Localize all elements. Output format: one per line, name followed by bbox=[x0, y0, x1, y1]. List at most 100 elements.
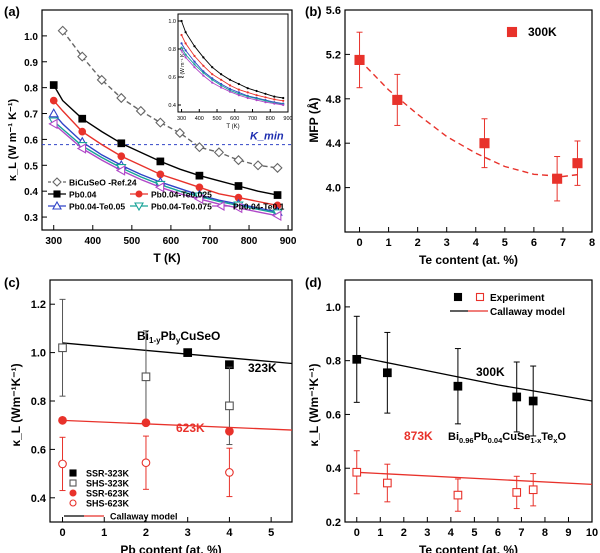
inset-point bbox=[180, 33, 183, 37]
data-point bbox=[195, 171, 204, 180]
legend-marker bbox=[134, 202, 144, 212]
x-tick-label: 1 bbox=[101, 527, 107, 539]
data-point bbox=[141, 372, 151, 382]
legend-marker bbox=[135, 190, 143, 198]
data-point bbox=[135, 105, 146, 117]
data-point bbox=[572, 158, 583, 169]
legend-label: SSR-623K bbox=[86, 489, 130, 499]
legend: Experiment Callaway model bbox=[450, 292, 565, 318]
x-tick-label: 6 bbox=[531, 237, 537, 249]
data-point bbox=[233, 202, 243, 214]
data-point bbox=[154, 182, 165, 193]
x-tick-label: 2 bbox=[415, 237, 421, 249]
panel-label: (c) bbox=[4, 275, 20, 290]
inset-point bbox=[255, 99, 258, 102]
x-tick-label: 10 bbox=[586, 527, 598, 539]
x-axis-label: T (K) bbox=[153, 251, 180, 265]
inset-point bbox=[184, 49, 187, 52]
legend-label: Pb0.04-Te0.1 bbox=[233, 202, 285, 212]
legend-label: 300K bbox=[528, 25, 557, 39]
data-point bbox=[233, 155, 244, 166]
x-tick-label: 700 bbox=[202, 236, 219, 247]
inset-point bbox=[180, 46, 183, 49]
x-tick-label: 8 bbox=[589, 237, 595, 249]
data-point bbox=[528, 396, 538, 406]
x-tick-label: 300 bbox=[45, 236, 62, 247]
data-point bbox=[213, 147, 225, 158]
data-point bbox=[117, 139, 126, 148]
legend-label: Pb0.04-Te0.05 bbox=[69, 202, 125, 212]
y-axis-label: κ_L (Wm⁻¹K⁻¹) bbox=[307, 363, 321, 446]
data-point bbox=[392, 94, 403, 105]
data-point bbox=[117, 152, 126, 161]
panel-c: 0 1 2 3 4 5 0.4 0.6 0.8 1.0 1.2 Pb content (at. %) (… bbox=[4, 275, 293, 553]
inset-point bbox=[184, 56, 187, 59]
inset-point bbox=[193, 54, 196, 58]
data-point bbox=[96, 74, 107, 85]
y-tick-label: 0.4 bbox=[24, 187, 38, 198]
inset-point bbox=[220, 73, 223, 76]
inset-point bbox=[180, 42, 183, 45]
x-tick-label: 4 bbox=[473, 237, 480, 249]
inset-point bbox=[202, 71, 205, 74]
data-point bbox=[156, 170, 165, 179]
data-point bbox=[352, 354, 362, 364]
inset-x-tick-label: 600 bbox=[230, 116, 239, 122]
data-point bbox=[512, 392, 522, 402]
legend-marker bbox=[69, 469, 77, 477]
legend: BiCuSeO -Ref.24 Pb0.04 Pb0.04-Te0.025 Pb0.0… bbox=[48, 177, 285, 212]
inset-point bbox=[282, 99, 285, 102]
inset-point bbox=[246, 96, 249, 100]
inset-point bbox=[255, 94, 258, 97]
x-tick-label: 500 bbox=[124, 236, 141, 247]
data-point bbox=[49, 96, 58, 105]
callaway-873 bbox=[356, 471, 593, 486]
y-tick-label: 0.8 bbox=[31, 396, 46, 408]
data-point bbox=[453, 490, 463, 500]
panel-a: 300 400 500 600 700 800 900 0.3 0.4 0.5 0.6 0.7 0.8 0… bbox=[4, 4, 297, 265]
inset-point bbox=[246, 87, 249, 90]
data-point bbox=[225, 426, 234, 436]
y-tick-label: 1.2 bbox=[31, 299, 46, 311]
data-point bbox=[354, 54, 365, 66]
inset-point bbox=[282, 96, 285, 100]
legend-label: SHS-623K bbox=[86, 499, 130, 509]
inset-point bbox=[264, 101, 267, 104]
data-point bbox=[48, 108, 59, 118]
y-tick-label: 1.0 bbox=[24, 32, 38, 43]
x-tick-label: 2 bbox=[401, 527, 407, 539]
x-tick-label: 4 bbox=[226, 527, 233, 539]
fit-curve bbox=[358, 59, 581, 178]
x-tick-label: 900 bbox=[280, 236, 297, 247]
legend-marker bbox=[475, 292, 485, 302]
inset-point bbox=[228, 84, 232, 87]
legend-marker bbox=[69, 499, 77, 507]
data-point bbox=[453, 381, 463, 391]
panel-d: 0 1 2 3 4 5 6 7 8 9 10 0.2 0.4 0.6 0.8 1.0 Te content (a… bbox=[305, 275, 598, 553]
x-tick-label: 1 bbox=[386, 237, 392, 249]
inset-x-tick-label: 700 bbox=[248, 116, 257, 122]
data-point bbox=[382, 368, 392, 378]
temp-label-873: 873K bbox=[404, 429, 433, 443]
inset-point bbox=[211, 81, 214, 84]
inset-point bbox=[180, 19, 183, 23]
x-tick-label: 0 bbox=[59, 527, 65, 539]
data-point bbox=[77, 51, 88, 62]
y-tick-label: 0.5 bbox=[24, 161, 38, 172]
x-tick-label: 7 bbox=[518, 527, 524, 539]
inset-y-tick-label: 0.8 bbox=[168, 47, 176, 53]
legend-label: BiCuSeO -Ref.24 bbox=[69, 178, 137, 188]
inset: 300 400 500 600 700 800 900 0.4 0.6 0.8 1.0 T (K) κ … bbox=[168, 13, 293, 130]
y-tick-label: 0.2 bbox=[326, 517, 341, 529]
data-point bbox=[272, 162, 283, 173]
inset-point bbox=[228, 78, 232, 81]
legend-label: SSR-323K bbox=[86, 469, 130, 479]
inset-point bbox=[180, 49, 183, 52]
inset-point bbox=[193, 66, 196, 69]
panel-b: 0 1 2 3 4 5 6 7 8 4.0 4.4 4.8 5.2 5.6 Te content (at. … bbox=[305, 4, 595, 267]
data-point bbox=[76, 143, 87, 154]
data-point bbox=[155, 117, 166, 128]
x-tick-label: 0 bbox=[356, 237, 362, 249]
x-tick-label: 4 bbox=[448, 527, 455, 539]
